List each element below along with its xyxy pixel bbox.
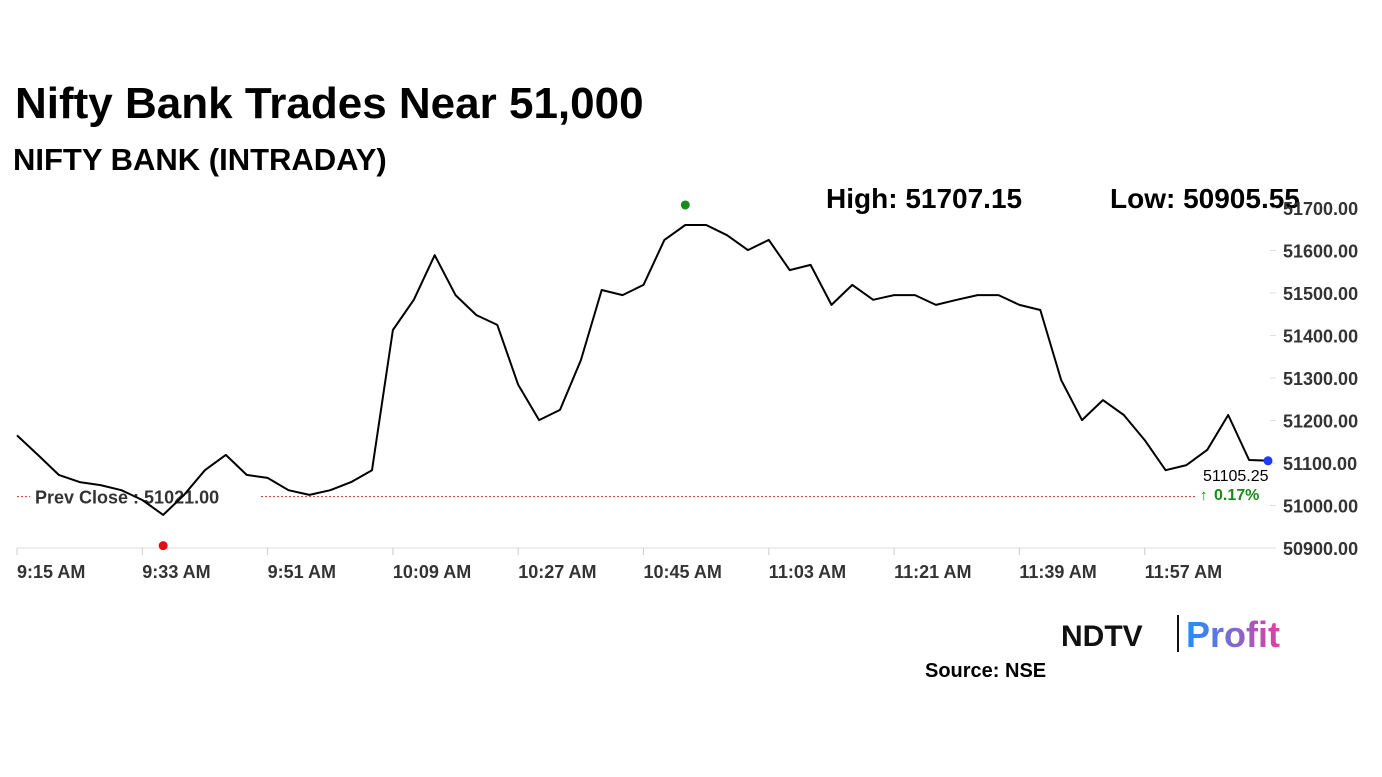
- x-tick-label: 10:45 AM: [644, 562, 722, 582]
- y-tick-label: 51100.00: [1283, 454, 1357, 474]
- y-tick-label: 51500.00: [1283, 284, 1358, 304]
- x-tick-label: 11:57 AM: [1145, 562, 1222, 582]
- low-marker: [158, 541, 168, 551]
- change-value: 0.17%: [1214, 487, 1259, 504]
- logo: NDTV Profit: [1061, 614, 1280, 655]
- x-tick-label: 9:51 AM: [268, 562, 336, 582]
- y-tick-label: 51000.00: [1283, 497, 1358, 517]
- low-label: Low:: [1110, 183, 1175, 214]
- x-tick-label: 10:09 AM: [393, 562, 471, 582]
- x-tick-label: 9:15 AM: [17, 562, 85, 582]
- x-tick-label: 9:33 AM: [142, 562, 210, 582]
- low-value: 50905.55: [1183, 183, 1300, 214]
- price-line: [16, 224, 1271, 516]
- last-value: 51105.25: [1203, 468, 1269, 485]
- y-tick-label: 50900.00: [1283, 539, 1358, 559]
- logo-product: Profit: [1186, 614, 1280, 655]
- low-text: Low: 50905.55: [1110, 183, 1300, 214]
- prev-close-label: Prev Close : 51021.00: [35, 488, 219, 508]
- source: Source: NSE: [925, 660, 1046, 682]
- y-tick-label: 51700.00: [1283, 199, 1358, 219]
- change-arrow: ↑: [1200, 487, 1208, 504]
- high-marker: [680, 200, 690, 210]
- y-tick-label: 51300.00: [1283, 369, 1358, 389]
- high-value: 51707.15: [905, 183, 1022, 214]
- x-tick-label: 10:27 AM: [518, 562, 596, 582]
- y-tick-label: 51200.00: [1283, 412, 1358, 432]
- x-tick-label: 11:39 AM: [1019, 562, 1096, 582]
- high-label: High:: [826, 183, 898, 214]
- x-tick-label: 11:21 AM: [894, 562, 971, 582]
- last-marker: [1263, 456, 1273, 466]
- chart-subtitle: NIFTY BANK (INTRADAY): [13, 142, 387, 177]
- prev-close-bg: [30, 484, 260, 507]
- chart-title: Nifty Bank Trades Near 51,000: [15, 79, 644, 128]
- high-text: High: 51707.15: [826, 183, 1022, 214]
- y-tick-label: 51600.00: [1283, 242, 1358, 262]
- y-tick-label: 51400.00: [1283, 327, 1358, 347]
- logo-brand: NDTV: [1061, 620, 1143, 653]
- x-tick-label: 11:03 AM: [769, 562, 846, 582]
